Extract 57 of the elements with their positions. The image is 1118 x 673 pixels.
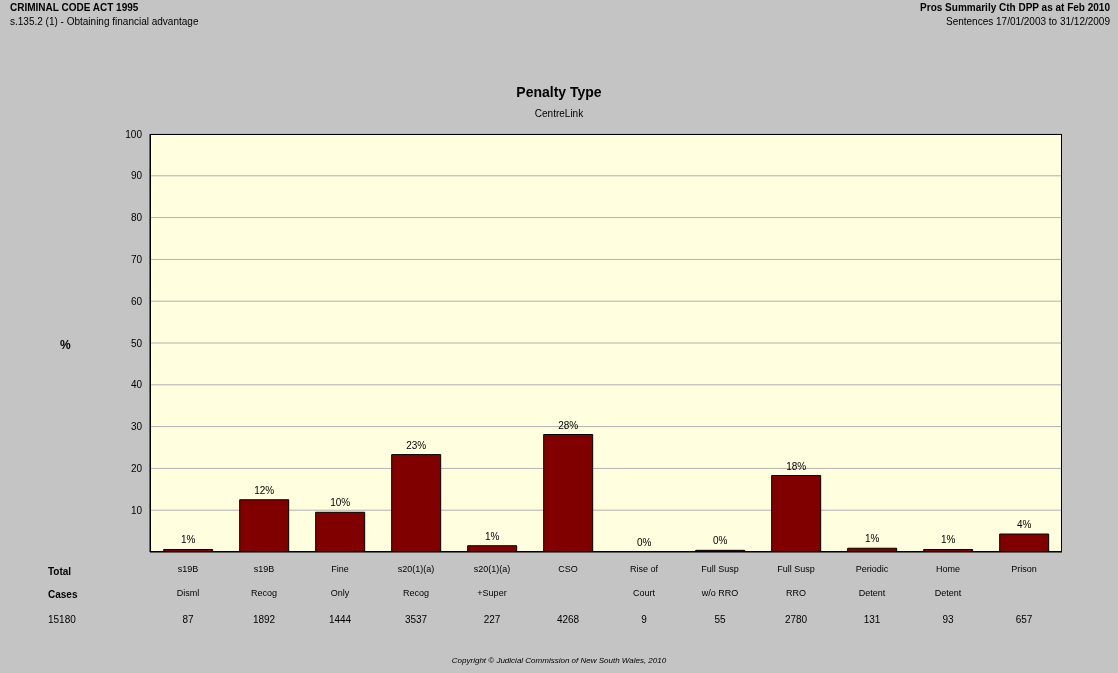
category-label: Fine Only [330,564,350,598]
data-label: 1% [180,534,196,546]
text: 657 [1014,614,1034,625]
category-label: s20(1)(a) Recog [397,564,435,598]
x-tick-label: Prison [1011,564,1037,574]
data-label: 10% [330,497,351,509]
text: 9 [640,614,648,625]
chart-subtitle: CentreLink [533,108,585,119]
text: 1444 [327,614,353,625]
y-tick-label: 10 [130,504,143,516]
data-label: 0% [712,535,728,547]
text: 2780 [783,614,809,625]
category-label: s19B Recog [250,564,278,598]
text: 87 [181,614,195,625]
y-tick-label: 70 [130,253,143,265]
text: 93 [941,614,955,625]
category-label: s20(1)(a) +Super [473,564,511,598]
text: 131 [862,614,882,625]
text: 1892 [251,614,277,625]
y-tick-label: 100 [125,128,143,140]
text: 3537 [403,614,429,625]
data-label: 18% [786,460,807,472]
text: Sentences 17/01/2003 to 31/12/2009 [945,16,1110,27]
category-label: s19B Disml [176,564,200,598]
data-label: 1% [864,533,880,545]
chart-title: Penalty Type [515,84,603,100]
data-label: 28% [558,419,579,431]
text: CRIMINAL CODE ACT 1995 [10,2,139,13]
text: 227 [482,614,502,625]
text: Copyright © Judicial Commission of New South Wales, 2010 [450,656,668,665]
data-label: 4% [1016,519,1032,531]
y-tick-label: 40 [130,379,143,391]
category-label: Periodic Detent [855,564,889,598]
data-label: 1% [940,534,956,546]
category-label: Rise of Court [629,564,659,598]
category-label: Full Susp w/o RRO [701,564,739,598]
text: Total [48,566,72,577]
y-axis-title: % [60,338,71,352]
y-tick-label: 30 [130,421,143,433]
y-tick-label: 50 [130,337,143,349]
text: 55 [713,614,727,625]
data-label: 1% [484,530,500,542]
data-label: 0% [636,536,652,548]
text: 4268 [555,614,581,625]
y-tick-label: 20 [130,462,143,474]
category-label: Home Detent [934,564,962,598]
text: 15180 [48,614,76,625]
category-label: Full Susp RRO [777,564,815,598]
data-label: 12% [254,484,275,496]
text: Cases [48,589,78,600]
text: Pros Summarily Cth DPP as at Feb 2010 [920,2,1110,13]
x-tick-label: CSO [558,564,578,574]
data-label: 23% [406,439,427,451]
y-tick-label: 90 [130,170,143,182]
y-tick-label: 60 [130,295,143,307]
y-tick-label: 80 [130,212,143,224]
text: s.135.2 (1) - Obtaining financial advantage [10,16,199,27]
